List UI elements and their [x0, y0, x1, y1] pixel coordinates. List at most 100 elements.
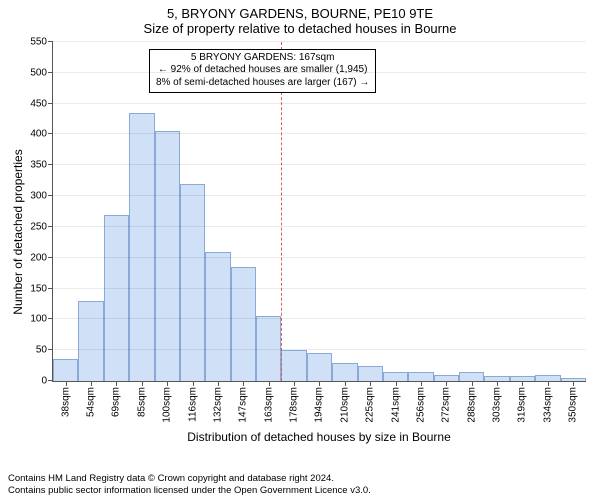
xtick-label: 163sqm	[263, 387, 274, 423]
bar	[78, 301, 103, 381]
bar	[408, 372, 433, 381]
xtick-mark	[573, 381, 574, 386]
xtick-mark	[167, 381, 168, 386]
bar-slot: 350sqm	[561, 42, 586, 381]
xtick-mark	[269, 381, 270, 386]
footer-line2: Contains public sector information licen…	[8, 485, 371, 496]
xtick-mark	[345, 381, 346, 386]
xtick-label: 303sqm	[492, 387, 503, 423]
gridline	[53, 349, 586, 350]
ytick-label: 200	[30, 252, 53, 263]
chart-plot-area: 38sqm54sqm69sqm85sqm100sqm116sqm132sqm14…	[52, 42, 586, 382]
xtick-mark	[294, 381, 295, 386]
xtick-mark	[446, 381, 447, 386]
bar-slot: 241sqm	[383, 42, 408, 381]
bar	[307, 353, 332, 381]
ytick-label: 400	[30, 129, 53, 140]
gridline	[53, 257, 586, 258]
xtick-label: 272sqm	[441, 387, 452, 423]
title-subtitle: Size of property relative to detached ho…	[8, 21, 592, 36]
xtick-mark	[66, 381, 67, 386]
xtick-label: 225sqm	[365, 387, 376, 423]
xtick-label: 319sqm	[517, 387, 528, 423]
xtick-mark	[193, 381, 194, 386]
bar-slot: 272sqm	[434, 42, 459, 381]
ytick-label: 450	[30, 98, 53, 109]
gridline	[53, 288, 586, 289]
ytick-label: 550	[30, 37, 53, 48]
bar	[459, 372, 484, 381]
xtick-mark	[472, 381, 473, 386]
xtick-label: 38sqm	[60, 387, 71, 417]
xtick-mark	[522, 381, 523, 386]
bar	[383, 372, 408, 381]
xtick-label: 350sqm	[568, 387, 579, 423]
xtick-mark	[218, 381, 219, 386]
xtick-mark	[142, 381, 143, 386]
gridline	[53, 195, 586, 196]
bar	[53, 359, 78, 381]
gridline	[53, 318, 586, 319]
ytick-label: 50	[36, 345, 53, 356]
xtick-label: 132sqm	[212, 387, 223, 423]
xtick-label: 288sqm	[466, 387, 477, 423]
y-axis-label: Number of detached properties	[11, 149, 25, 314]
xtick-label: 241sqm	[390, 387, 401, 423]
bar	[129, 113, 154, 381]
bar-slot: 256sqm	[408, 42, 433, 381]
bar	[231, 267, 256, 381]
ytick-label: 100	[30, 314, 53, 325]
xtick-mark	[370, 381, 371, 386]
gridline	[53, 164, 586, 165]
xtick-label: 69sqm	[111, 387, 122, 417]
xtick-label: 54sqm	[86, 387, 97, 417]
xtick-mark	[548, 381, 549, 386]
ytick-label: 350	[30, 160, 53, 171]
gridline	[53, 133, 586, 134]
xtick-label: 85sqm	[136, 387, 147, 417]
bar	[205, 252, 230, 381]
ytick-label: 300	[30, 191, 53, 202]
bar-slot: 69sqm	[104, 42, 129, 381]
footer-attribution: Contains HM Land Registry data © Crown c…	[8, 473, 371, 496]
callout-line3: 8% of semi-detached houses are larger (1…	[156, 77, 369, 90]
xtick-mark	[396, 381, 397, 386]
x-axis-label: Distribution of detached houses by size …	[52, 430, 586, 444]
bar-slot: 319sqm	[510, 42, 535, 381]
ytick-label: 500	[30, 67, 53, 78]
xtick-label: 100sqm	[162, 387, 173, 423]
gridline	[53, 41, 586, 42]
bar-slot: 303sqm	[484, 42, 509, 381]
xtick-label: 210sqm	[339, 387, 350, 423]
xtick-label: 334sqm	[542, 387, 553, 423]
bar	[104, 215, 129, 381]
gridline	[53, 72, 586, 73]
bar-slot: 54sqm	[78, 42, 103, 381]
bar	[281, 350, 306, 381]
title-address: 5, BRYONY GARDENS, BOURNE, PE10 9TE	[8, 6, 592, 21]
bar-slot: 38sqm	[53, 42, 78, 381]
callout-line2: ← 92% of detached houses are smaller (1,…	[156, 64, 369, 77]
xtick-mark	[319, 381, 320, 386]
xtick-label: 147sqm	[238, 387, 249, 423]
xtick-mark	[421, 381, 422, 386]
ytick-label: 250	[30, 221, 53, 232]
bar-slot: 288sqm	[459, 42, 484, 381]
xtick-label: 256sqm	[415, 387, 426, 423]
gridline	[53, 226, 586, 227]
bar	[358, 366, 383, 381]
bar	[180, 184, 205, 381]
xtick-mark	[497, 381, 498, 386]
xtick-label: 194sqm	[314, 387, 325, 423]
callout-line1: 5 BRYONY GARDENS: 167sqm	[156, 52, 369, 65]
xtick-mark	[116, 381, 117, 386]
xtick-label: 116sqm	[187, 387, 198, 422]
bar-slot: 334sqm	[535, 42, 560, 381]
gridline	[53, 103, 586, 104]
xtick-mark	[243, 381, 244, 386]
xtick-label: 178sqm	[289, 387, 300, 423]
figure: 5, BRYONY GARDENS, BOURNE, PE10 9TE Size…	[0, 0, 600, 500]
xtick-mark	[91, 381, 92, 386]
footer-line1: Contains HM Land Registry data © Crown c…	[8, 473, 371, 484]
ytick-label: 0	[41, 376, 53, 387]
